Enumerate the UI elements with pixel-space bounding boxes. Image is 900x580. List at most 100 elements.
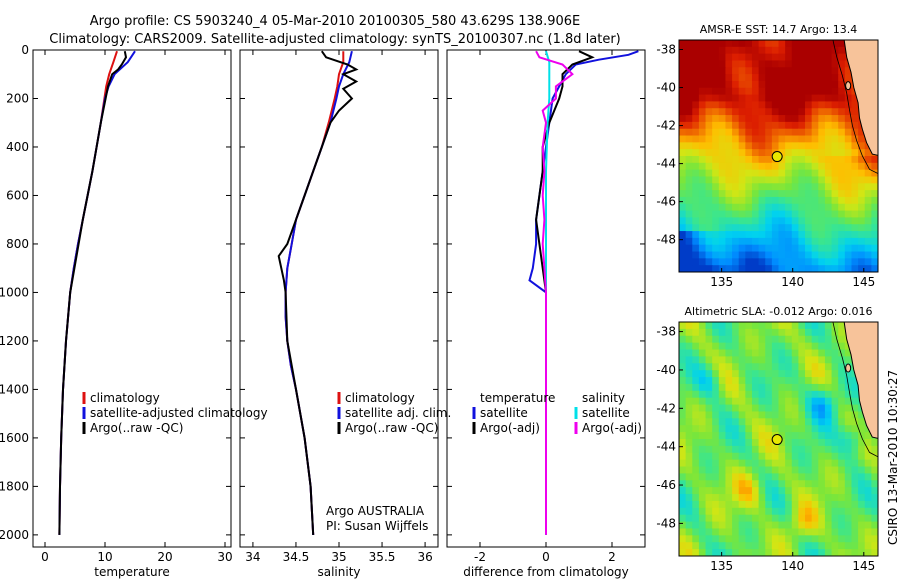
heatmap-cell	[738, 115, 746, 123]
heatmap-cell	[758, 418, 766, 426]
heatmap-cell	[838, 542, 846, 550]
heatmap-cell	[705, 459, 713, 468]
heatmap-cell	[838, 487, 846, 495]
heatmap-cell	[824, 514, 833, 523]
heatmap-cell	[771, 87, 780, 96]
legend-label: satellite	[582, 406, 630, 420]
heatmap-cell	[758, 231, 766, 239]
heatmap-cell	[778, 404, 786, 413]
heatmap-cell	[805, 335, 813, 344]
heatmap-cell	[698, 356, 707, 364]
heatmap-cell	[858, 217, 866, 225]
heatmap-cell	[751, 196, 760, 205]
heatmap-cell	[838, 514, 846, 523]
heatmap-cell	[712, 115, 720, 123]
heatmap-cell	[765, 542, 773, 550]
heatmap-cell	[679, 80, 687, 89]
heatmap-cell	[791, 115, 799, 123]
heatmap-cell	[751, 87, 760, 96]
heatmap-cell	[771, 535, 780, 543]
heatmap-cell	[838, 507, 846, 516]
heatmap-cell	[685, 176, 693, 184]
heatmap-cell	[778, 176, 786, 184]
heatmap-cell	[698, 507, 707, 516]
heatmap-cell	[785, 390, 793, 399]
heatmap-cell	[771, 46, 780, 55]
heatmap-cell	[791, 514, 799, 523]
heatmap-cell	[692, 156, 700, 164]
heatmap-cell	[712, 108, 720, 116]
heatmap-cell	[785, 363, 793, 371]
heatmap-cell	[811, 439, 819, 447]
heatmap-cell	[778, 535, 786, 543]
heatmap-cell	[785, 258, 793, 266]
heatmap-cell	[685, 53, 693, 62]
heatmap-cell	[745, 265, 753, 272]
heatmap-cell	[871, 196, 878, 205]
heatmap-cell	[844, 217, 853, 225]
heatmap-cell	[818, 135, 826, 143]
heatmap-cell	[805, 108, 813, 116]
heatmap-cell	[712, 231, 720, 239]
heatmap-cell	[864, 169, 872, 178]
heatmap-cell	[851, 459, 859, 468]
heatmap-cell	[732, 535, 740, 543]
heatmap-cell	[785, 210, 793, 219]
heatmap-cell	[871, 217, 878, 225]
heatmap-cell	[785, 142, 793, 150]
heatmap-cell	[745, 349, 753, 358]
heatmap-cell	[831, 183, 839, 191]
heatmap-cell	[778, 203, 786, 212]
heatmap-cell	[698, 74, 707, 82]
heatmap-cell	[831, 80, 839, 89]
heatmap-cell	[805, 60, 813, 68]
heatmap-cell	[705, 87, 713, 96]
heatmap-cell	[698, 135, 707, 143]
heatmap-cell	[785, 370, 793, 378]
heatmap-cell	[692, 176, 700, 184]
heatmap-cell	[732, 356, 740, 364]
heatmap-cell	[851, 244, 859, 253]
heatmap-cell	[824, 439, 833, 447]
heatmap-cell	[732, 87, 740, 96]
heatmap-cell	[824, 258, 833, 266]
heatmap-cell	[758, 237, 766, 246]
heatmap-cell	[712, 535, 720, 543]
heatmap-cell	[811, 390, 819, 399]
heatmap-cell	[785, 115, 793, 123]
heatmap-cell	[871, 231, 878, 239]
heatmap-cell	[778, 53, 786, 62]
heatmap-cell	[798, 349, 806, 358]
heatmap-cell	[798, 60, 806, 68]
heatmap-cell	[698, 480, 707, 488]
land-shape	[843, 322, 878, 439]
heatmap-cell	[831, 459, 839, 468]
heatmap-cell	[732, 265, 740, 272]
heatmap-cell	[745, 210, 753, 219]
heatmap-cell	[745, 80, 753, 89]
heatmap-cell	[725, 349, 733, 358]
heatmap-cell	[738, 224, 746, 232]
heatmap-cell	[705, 549, 713, 556]
heatmap-cell	[778, 101, 786, 109]
heatmap-cell	[758, 528, 766, 536]
heatmap-cell	[858, 265, 866, 272]
heatmap-cell	[745, 328, 753, 337]
heatmap-cell	[831, 258, 839, 266]
heatmap-cell	[692, 251, 700, 259]
heatmap-cell	[758, 432, 766, 440]
heatmap-cell	[685, 439, 693, 447]
heatmap-cell	[685, 500, 693, 509]
heatmap-cell	[831, 542, 839, 550]
heatmap-cell	[765, 418, 773, 426]
heatmap-cell	[732, 74, 740, 82]
heatmap-cell	[751, 383, 760, 392]
heatmap-cell	[692, 128, 700, 137]
heatmap-cell	[818, 183, 826, 191]
heatmap-cell	[791, 487, 799, 495]
heatmap-cell	[831, 128, 839, 137]
heatmap-cell	[818, 196, 826, 205]
heatmap-cell	[725, 452, 733, 461]
heatmap-cell	[851, 500, 859, 509]
